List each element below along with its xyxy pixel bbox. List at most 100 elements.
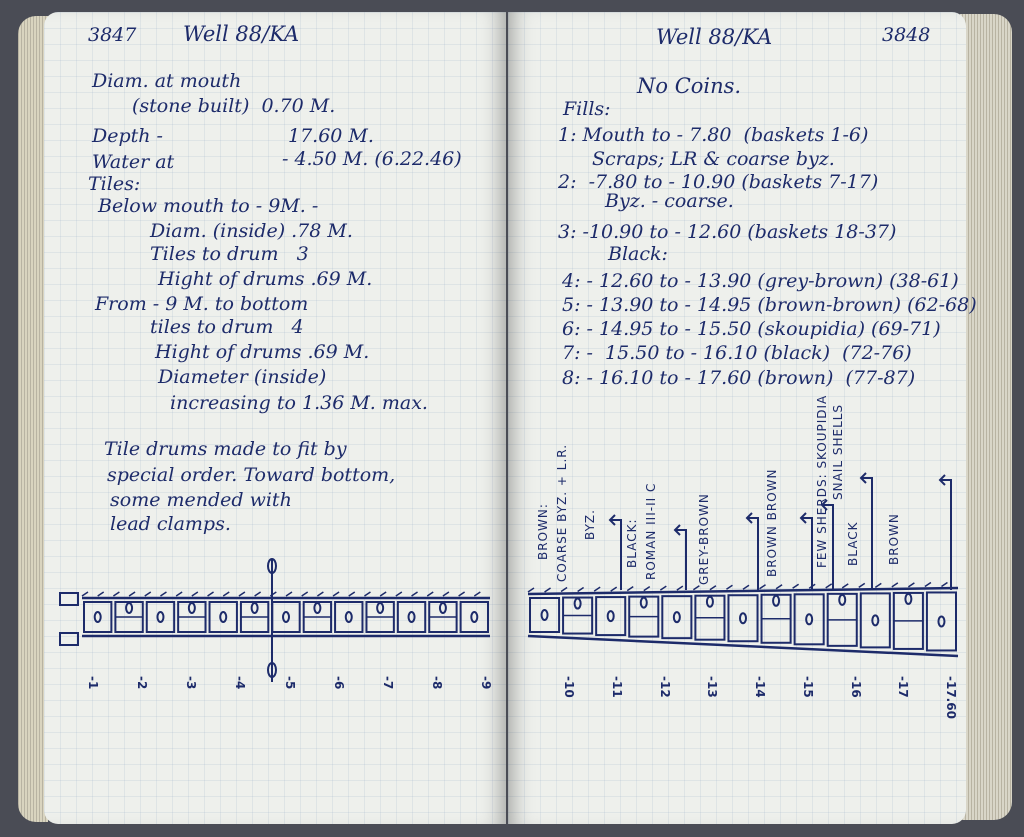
handle-hole [871,614,880,627]
depth-scale-label: -10 [562,676,576,698]
left-page [44,12,506,824]
note-line: Tiles: [88,173,141,195]
tile-drum [396,601,427,633]
arrow-head [820,499,828,511]
hatch [81,591,89,597]
page-heading: Well 88/KA [183,22,300,46]
fill-boundary-arrow [862,477,873,590]
well-mouth-stone [59,632,79,646]
hatch [175,591,183,597]
note-line: Water at [92,151,175,173]
arrow-head [938,474,946,486]
hatch [907,582,915,588]
hatch [544,587,551,593]
hatch [643,585,651,592]
handle-hole [904,592,913,605]
handle-hole [739,612,747,625]
note-line: 17.60 M. [288,125,374,147]
tile-drum [661,595,693,640]
handle-hole [805,613,814,626]
hatch [316,591,324,597]
note-line: Diam. (inside) .78 M. [150,220,353,242]
hatch [742,584,750,590]
note-line: Fills: [563,98,611,120]
hatch [924,581,932,588]
fill-entry: 7: - 15.50 to - 16.10 (black) (72-76) [562,342,912,364]
hatch [191,591,199,597]
hatch [238,591,246,597]
note-line: Tiles to drum 3 [150,243,309,265]
fill-entry: 8: - 16.10 to - 17.60 (brown) (77-87) [562,367,916,389]
note-line: (stone built) 0.70 M. [132,95,336,117]
hatch [692,585,700,591]
hatch [442,591,450,597]
handle-hole [672,611,681,624]
hatch [411,591,418,597]
depth-scale-label: -17.60 [944,676,958,719]
page-heading: Well 88/KA [656,25,773,49]
hatch [348,591,356,597]
note-line: Black: [608,243,668,265]
hatch [426,591,434,597]
fill-entry: 2: -7.80 to - 10.90 (baskets 7-17) [558,171,879,193]
arrow-head [859,472,867,484]
note-line: Scraps; LR & coarse byz. [592,148,835,170]
right-well-wall [527,634,959,658]
hatch [577,586,585,593]
page-edges-right [960,14,1012,820]
right-well-wall [527,586,959,596]
page-number: 3847 [88,24,137,46]
note-line: No Coins. [637,74,742,98]
tile-drum [208,601,238,633]
handle-hole [639,596,648,609]
hatch [364,591,371,597]
hatch [160,591,167,597]
hatch [841,583,849,589]
hatch [792,583,800,589]
fill-boundary-arrow [676,529,687,590]
hatch [941,581,948,588]
handle-hole [313,602,322,614]
depth-scale-label: -6 [331,676,346,690]
depth-scale-label: -11 [609,676,624,698]
hatch [128,591,136,597]
handle-hole [344,611,353,623]
hatch [207,591,214,597]
note-line: Byz. - coarse. [605,190,734,212]
handle-hole [407,611,416,623]
page-number: 3848 [882,24,931,46]
tile-drum [83,601,113,633]
tile-drum [727,594,759,643]
hatch [301,591,309,597]
depth-scale-label: -9 [479,676,493,690]
well-mouth-stone [59,592,79,606]
note-line: Diameter (inside) [158,366,327,388]
handle-hole [376,602,385,614]
fill-entry: 1: Mouth to - 7.80 (baskets 1-6) [558,124,869,146]
handle-hole [705,595,714,608]
handle-hole [772,594,781,607]
depth-scale-label: -16 [848,676,863,698]
hatch [874,582,882,589]
depth-scale-label: -14 [753,676,767,698]
fill-boundary-arrow [611,519,622,590]
handle-hole [470,611,479,623]
note-line: Hight of drums .69 M. [158,268,373,290]
right-page [508,12,966,824]
depth-scale-label: -12 [657,676,672,698]
tile-drum [595,596,627,637]
hatch [222,591,230,597]
depth-scale-label: -4 [233,676,248,690]
fill-entry: 5: - 13.90 to - 14.95 (brown-brown) (62-… [562,294,977,316]
arrow-head [799,512,807,524]
handle-hole [573,597,582,610]
hatch [527,587,535,593]
arrow-head [608,514,616,526]
note-line: tiles to drum 4 [150,316,304,338]
hatch [458,591,466,597]
hatch [726,584,733,590]
note-line: Diam. at mouth [92,70,242,92]
handle-hole [838,593,847,606]
handle-hole [219,611,228,623]
